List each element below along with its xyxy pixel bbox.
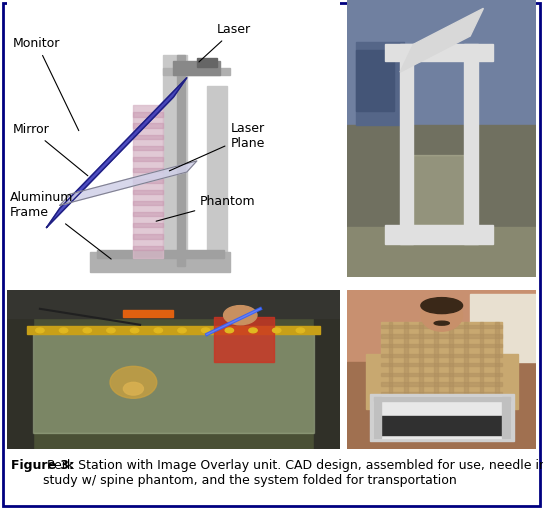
Bar — [134, 223, 163, 228]
Bar — [470, 294, 536, 361]
Text: Mirror: Mirror — [13, 123, 88, 176]
Bar — [134, 134, 163, 139]
Bar — [381, 373, 502, 376]
Ellipse shape — [83, 328, 91, 333]
Ellipse shape — [154, 328, 162, 333]
Ellipse shape — [201, 328, 210, 333]
Bar — [381, 382, 502, 385]
Bar — [97, 250, 224, 258]
Ellipse shape — [110, 366, 157, 399]
Polygon shape — [60, 161, 197, 205]
Bar — [381, 322, 502, 409]
Ellipse shape — [59, 328, 68, 333]
Bar — [134, 190, 163, 194]
Ellipse shape — [178, 328, 186, 333]
Bar — [495, 322, 498, 409]
Bar — [464, 322, 468, 409]
Text: Laser
Plane: Laser Plane — [169, 122, 264, 171]
Bar — [419, 322, 423, 409]
Bar — [7, 290, 33, 449]
Bar — [374, 397, 510, 438]
Bar — [163, 55, 187, 266]
Bar — [134, 235, 163, 239]
Bar — [381, 392, 502, 395]
Bar — [134, 179, 163, 183]
Ellipse shape — [130, 328, 139, 333]
Text: Phantom: Phantom — [156, 195, 256, 221]
Ellipse shape — [107, 328, 115, 333]
Bar — [464, 44, 478, 244]
Bar — [449, 322, 453, 409]
Bar — [374, 397, 381, 438]
Bar — [33, 330, 314, 434]
Ellipse shape — [225, 328, 233, 333]
Ellipse shape — [421, 299, 463, 331]
Ellipse shape — [123, 382, 143, 395]
Bar — [163, 68, 230, 75]
Bar — [123, 310, 174, 317]
Bar — [347, 125, 536, 277]
Bar — [404, 322, 408, 409]
Bar — [370, 393, 514, 441]
Bar — [408, 155, 470, 224]
Bar — [347, 361, 536, 449]
Bar — [479, 322, 483, 409]
Bar — [385, 224, 493, 244]
Bar — [134, 146, 163, 150]
Bar — [389, 322, 393, 409]
Bar — [377, 416, 506, 435]
Bar — [495, 354, 517, 409]
Bar — [381, 334, 502, 337]
Bar — [400, 44, 413, 244]
Bar — [347, 0, 536, 125]
Bar — [347, 228, 536, 277]
Text: Perk Station with Image Overlay unit. CAD design, assembled for use, needle inse: Perk Station with Image Overlay unit. CA… — [42, 459, 543, 487]
Bar — [90, 252, 230, 272]
Bar — [381, 363, 502, 366]
Bar — [356, 42, 404, 125]
Bar — [134, 201, 163, 205]
Bar — [134, 105, 163, 258]
Ellipse shape — [249, 328, 257, 333]
Bar — [381, 325, 502, 328]
Bar — [134, 168, 163, 172]
Bar — [7, 290, 340, 319]
Bar — [356, 50, 394, 111]
Bar — [207, 86, 227, 266]
Bar — [366, 354, 389, 409]
Polygon shape — [400, 8, 483, 72]
Ellipse shape — [296, 328, 305, 333]
Polygon shape — [47, 78, 187, 228]
Ellipse shape — [421, 298, 463, 314]
Bar — [134, 157, 163, 161]
Bar — [134, 245, 163, 250]
Bar — [381, 354, 502, 357]
Text: Figure 3:: Figure 3: — [11, 459, 74, 472]
Ellipse shape — [273, 328, 281, 333]
Bar — [347, 290, 536, 361]
Bar — [434, 322, 438, 409]
Bar — [134, 124, 163, 128]
Bar — [385, 44, 493, 61]
Bar — [502, 397, 510, 438]
Bar — [174, 61, 220, 75]
Bar — [381, 344, 502, 347]
Text: Laser: Laser — [199, 23, 251, 62]
Bar — [134, 112, 163, 117]
Text: Monitor: Monitor — [13, 37, 79, 131]
Bar — [177, 55, 185, 266]
Ellipse shape — [224, 305, 257, 325]
Bar — [33, 330, 314, 434]
Ellipse shape — [434, 321, 449, 325]
Bar — [374, 397, 510, 402]
Bar — [213, 317, 274, 361]
Text: Aluminum
Frame: Aluminum Frame — [10, 191, 111, 259]
Bar — [197, 58, 217, 67]
Bar — [27, 326, 320, 334]
Bar — [381, 402, 502, 405]
Ellipse shape — [36, 328, 44, 333]
Bar — [314, 290, 340, 449]
Bar — [134, 212, 163, 216]
